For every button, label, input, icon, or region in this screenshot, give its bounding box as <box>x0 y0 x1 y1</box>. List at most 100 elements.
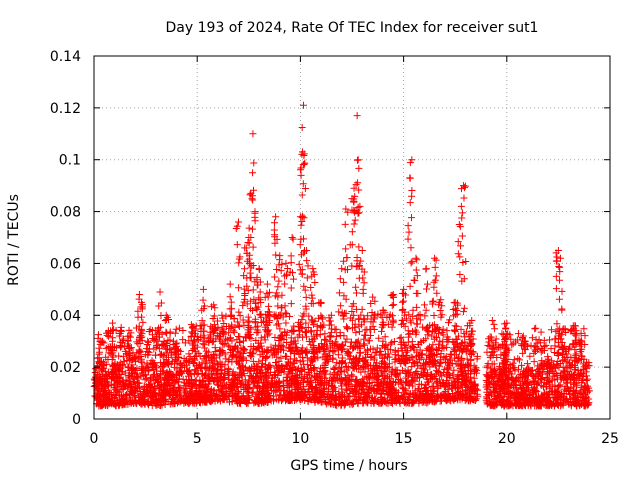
roti-point <box>436 360 444 368</box>
roti-point <box>355 164 363 172</box>
roti-point <box>319 315 327 323</box>
roti-point <box>422 306 430 314</box>
roti-point <box>200 355 208 363</box>
roti-point <box>281 302 289 310</box>
roti-point <box>309 365 317 373</box>
roti-point <box>209 377 217 385</box>
roti-point <box>273 386 281 394</box>
roti-point <box>407 319 415 327</box>
roti-point <box>370 399 378 407</box>
roti-point <box>184 367 192 375</box>
y-axis-label: ROTI / TECUs <box>6 194 22 286</box>
roti-point <box>249 130 257 138</box>
data-points <box>90 101 593 410</box>
roti-point <box>430 398 438 406</box>
roti-point <box>334 369 342 377</box>
roti-point <box>351 381 359 389</box>
roti-point <box>424 369 432 377</box>
roti-point <box>274 283 282 291</box>
roti-point <box>493 393 501 401</box>
roti-point <box>126 373 134 381</box>
roti-point <box>360 335 368 343</box>
roti-point <box>299 101 307 109</box>
grid-lines <box>94 56 610 419</box>
roti-point <box>251 378 259 386</box>
roti-point <box>141 399 149 407</box>
roti-point <box>298 191 306 199</box>
roti-point <box>311 355 319 363</box>
roti-point <box>541 346 549 354</box>
roti-point <box>366 373 374 381</box>
roti-point <box>318 376 326 384</box>
roti-point <box>394 351 402 359</box>
roti-point <box>240 265 248 273</box>
roti-point <box>300 360 308 368</box>
roti-point <box>355 243 363 251</box>
roti-point <box>153 375 161 383</box>
roti-point <box>418 392 426 400</box>
roti-point <box>335 308 343 316</box>
roti-point <box>328 383 336 391</box>
roti-point <box>227 298 235 306</box>
roti-point <box>255 265 263 273</box>
roti-point <box>297 221 305 229</box>
roti-point <box>412 266 420 274</box>
roti-point <box>282 373 290 381</box>
roti-point <box>373 344 381 352</box>
roti-point <box>287 300 295 308</box>
roti-point <box>323 378 331 386</box>
roti-point <box>490 320 498 328</box>
roti-point <box>441 365 449 373</box>
roti-point <box>424 280 432 288</box>
roti-point <box>486 388 494 396</box>
roti-point <box>100 383 108 391</box>
roti-point <box>398 289 406 297</box>
roti-point <box>467 393 475 401</box>
roti-point <box>406 159 414 167</box>
roti-point <box>463 383 471 391</box>
roti-point <box>253 388 261 396</box>
roti-point <box>241 346 249 354</box>
roti-point <box>408 214 416 222</box>
roti-point <box>192 381 200 389</box>
roti-point <box>397 380 405 388</box>
roti-point <box>436 397 444 405</box>
roti-point <box>298 353 306 361</box>
roti-point <box>278 342 286 350</box>
roti-point <box>410 397 418 405</box>
roti-point <box>235 323 243 331</box>
roti-point <box>426 363 434 371</box>
roti-point <box>416 346 424 354</box>
roti-point <box>580 382 588 390</box>
roti-point <box>368 379 376 387</box>
roti-point <box>343 254 351 262</box>
roti-point <box>378 359 386 367</box>
roti-point <box>262 361 270 369</box>
roti-point <box>526 401 534 409</box>
roti-point <box>281 364 289 372</box>
roti-point <box>333 401 341 409</box>
roti-point <box>273 321 281 329</box>
roti-point <box>492 385 500 393</box>
roti-point <box>120 400 128 408</box>
roti-point <box>338 382 346 390</box>
roti-point <box>197 364 205 372</box>
roti-point <box>300 160 308 168</box>
roti-point <box>296 266 304 274</box>
roti-point <box>138 358 146 366</box>
roti-point <box>358 305 366 313</box>
roti-point <box>505 367 513 375</box>
roti-point <box>316 331 324 339</box>
roti-point <box>128 382 136 390</box>
roti-point <box>517 385 525 393</box>
roti-point <box>460 194 468 202</box>
roti-point <box>561 368 569 376</box>
roti-point <box>413 256 421 264</box>
roti-point <box>310 363 318 371</box>
roti-point <box>350 198 358 206</box>
roti-point <box>205 376 213 384</box>
roti-point <box>178 396 186 404</box>
roti-point <box>458 209 466 217</box>
roti-point <box>352 396 360 404</box>
roti-point <box>417 370 425 378</box>
